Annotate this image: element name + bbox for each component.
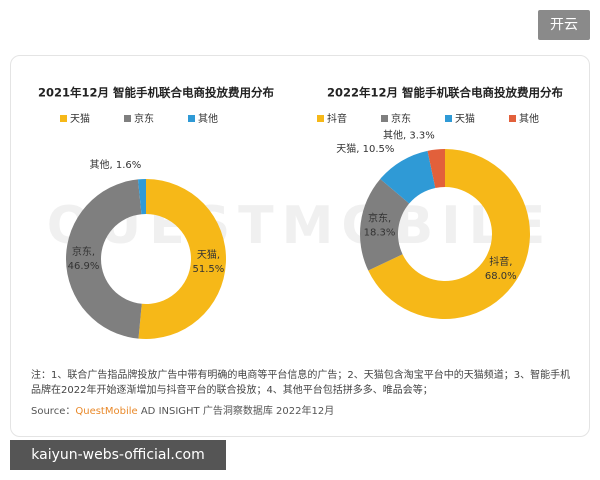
legend-label: 其他 [519, 112, 539, 125]
slice [138, 179, 227, 339]
legend-swatch [60, 115, 67, 122]
slice [137, 179, 146, 215]
data-label: 京东, 18.3% [364, 211, 396, 238]
legend-swatch [317, 115, 324, 122]
slice [427, 149, 445, 189]
data-label: 天猫, 51.5% [193, 248, 225, 275]
legend-swatch [445, 115, 452, 122]
legend-swatch [188, 115, 195, 122]
legend-label: 京东 [134, 112, 154, 125]
url-label: kaiyun-webs-official.com [10, 440, 226, 470]
source-text: AD INSIGHT 广告洞察数据库 2022年12月 [140, 406, 335, 417]
slice [360, 178, 410, 271]
chart-title: 2021年12月 智能手机联合电商投放费用分布 [38, 86, 275, 100]
header-button[interactable]: 开云 [538, 10, 590, 40]
legend-label: 天猫 [455, 112, 475, 125]
data-label: 抖音, 68.0% [485, 255, 517, 282]
source-brand: QuestMobile [75, 406, 138, 417]
source-label: Source： [31, 406, 76, 417]
slice [368, 149, 530, 320]
legend-swatch [124, 115, 131, 122]
legend-label: 京东 [391, 112, 411, 125]
chart-title: 2022年12月 智能手机联合电商投放费用分布 [327, 86, 564, 100]
data-label: 其他, 3.3% [383, 129, 435, 142]
data-label: 京东, 46.9% [68, 245, 100, 272]
legend-label: 其他 [198, 112, 218, 125]
data-label: 其他, 1.6% [90, 158, 142, 171]
slice [380, 150, 436, 204]
legend-label: 天猫 [70, 112, 90, 125]
legend-swatch [509, 115, 516, 122]
source: Source：QuestMobile AD INSIGHT 广告洞察数据库 20… [31, 402, 334, 417]
footnote: 注：1、联合广告指品牌投放广告中带有明确的电商等平台信息的广告；2、天猫包含淘宝… [31, 370, 571, 396]
slice [66, 179, 142, 339]
legend-label: 抖音 [327, 112, 347, 125]
card: QUESTMOBILE 2021年12月 智能手机联合电商投放费用分布 天猫 京东其… [10, 55, 590, 437]
legend-swatch [381, 115, 388, 122]
data-label: 天猫, 10.5% [336, 142, 394, 155]
